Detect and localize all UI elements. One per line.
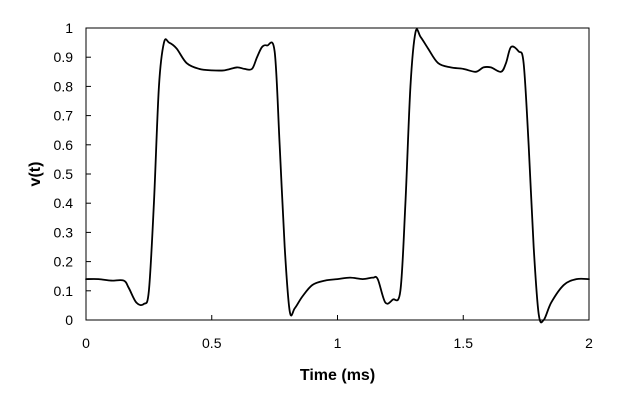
- series-line: [85, 28, 590, 324]
- x-axis-title: Time (ms): [300, 367, 375, 384]
- x-tick-label: 0: [82, 335, 90, 351]
- y-tick-label: 0.7: [54, 108, 74, 124]
- y-tick-label: 0.6: [54, 137, 74, 153]
- x-tick-label: 1: [334, 335, 342, 351]
- y-tick-label: 1: [65, 20, 73, 36]
- x-tick-label: 0.5: [202, 335, 222, 351]
- y-tick-label: 0.1: [54, 283, 74, 299]
- y-tick-label: 0.2: [54, 254, 74, 270]
- y-axis-ticks: 0 0.1 0.2 0.3 0.4 0.5 0.6 0.7 0.8 0.9 1: [54, 20, 91, 328]
- plot-area: [85, 27, 590, 321]
- y-tick-label: 0.9: [54, 49, 74, 65]
- x-axis-ticks: 0 0.5 1 1.5 2: [82, 315, 593, 351]
- x-tick-label: 2: [585, 335, 593, 351]
- y-axis-title: v(t): [27, 162, 44, 187]
- y-tick-label: 0.8: [54, 78, 74, 94]
- y-tick-label: 0.5: [54, 166, 74, 182]
- y-tick-label: 0: [65, 312, 73, 328]
- y-tick-label: 0.4: [54, 195, 74, 211]
- y-tick-label: 0.3: [54, 224, 74, 240]
- x-tick-label: 1.5: [454, 335, 474, 351]
